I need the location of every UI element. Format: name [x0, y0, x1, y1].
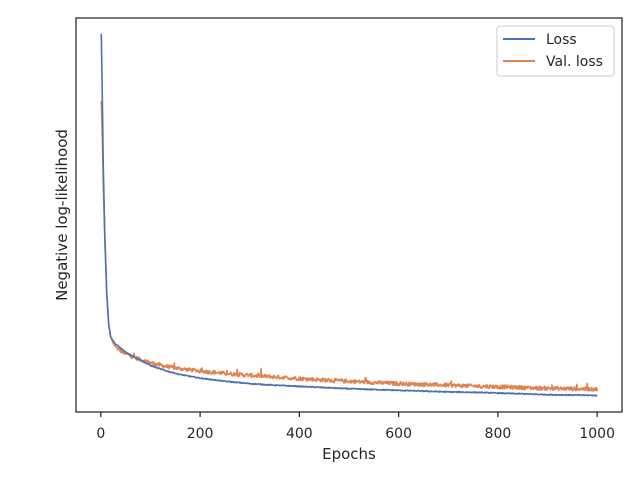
plot-area: [75, 17, 623, 413]
x-tick-label: 200: [187, 426, 214, 442]
x-axis-ticks: 0 200 400 600 800 1000: [96, 412, 615, 442]
x-axis-label: Epochs: [322, 445, 376, 463]
legend: Loss Val. loss: [496, 25, 615, 77]
x-tick-label: 600: [385, 426, 412, 442]
series-line-val-loss: [100, 100, 598, 392]
x-tick-label: 400: [286, 426, 313, 442]
legend-label-val-loss: Val. loss: [546, 54, 603, 70]
axes-frame: [75, 17, 623, 413]
legend-label-loss: Loss: [546, 32, 577, 48]
x-tick-label: 1000: [579, 426, 615, 442]
x-tick-label: 800: [485, 426, 512, 442]
series-group: [100, 33, 598, 397]
y-axis-label: Negative log-likelihood: [53, 129, 71, 301]
x-tick-label: 0: [96, 426, 105, 442]
series-line-loss: [100, 33, 598, 397]
